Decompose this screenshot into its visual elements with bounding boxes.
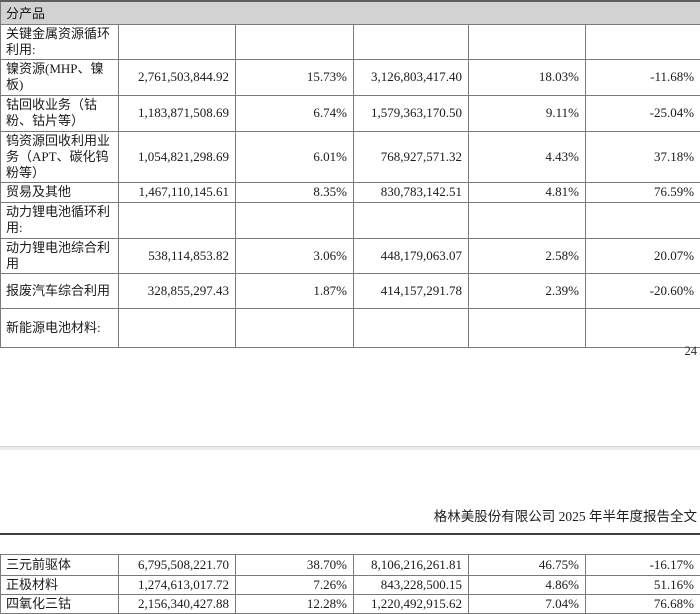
pct-prior-cell: 4.81% <box>469 182 586 202</box>
amount-prior-cell: 830,783,142.51 <box>354 182 469 202</box>
pct-current-cell: 1.87% <box>236 273 354 308</box>
row-label: 关键金属资源循环利用: <box>1 24 119 59</box>
table-row: 关键金属资源循环利用: <box>1 24 700 59</box>
report-header: 格林美股份有限公司 2025 年半年度报告全文 <box>0 506 697 528</box>
pct-current-cell: 8.35% <box>236 182 354 202</box>
pct-current-cell: 6.74% <box>236 95 354 131</box>
yoy-change-cell <box>586 24 700 59</box>
pct-current-cell: 12.28% <box>236 595 354 614</box>
amount-current-cell: 328,855,297.43 <box>119 273 236 308</box>
amount-prior-cell: 8,106,216,261.81 <box>354 555 469 576</box>
pct-current-cell <box>236 24 354 59</box>
row-label: 四氧化三钴 <box>1 595 119 614</box>
amount-current-cell: 1,467,110,145.61 <box>119 182 236 202</box>
pct-prior-cell: 9.11% <box>469 95 586 131</box>
pct-current-cell: 7.26% <box>236 576 354 595</box>
amount-current-cell: 2,156,340,427.88 <box>119 595 236 614</box>
yoy-change-cell: 76.59% <box>586 182 700 202</box>
battery-materials-table: 三元前驱体 6,795,508,221.70 38.70% 8,106,216,… <box>0 554 700 614</box>
amount-current-cell: 1,183,871,508.69 <box>119 95 236 131</box>
amount-prior-cell: 3,126,803,417.40 <box>354 59 469 95</box>
page-separator <box>0 446 700 450</box>
yoy-change-cell: -25.04% <box>586 95 700 131</box>
pct-current-cell: 6.01% <box>236 131 354 182</box>
table-row: 镍资源(MHP、镍板) 2,761,503,844.92 15.73% 3,12… <box>1 59 700 95</box>
pct-current-cell: 15.73% <box>236 59 354 95</box>
row-label: 新能源电池材料: <box>1 308 119 347</box>
row-label: 镍资源(MHP、镍板) <box>1 59 119 95</box>
table-row: 动力锂电池循环利用: <box>1 202 700 238</box>
yoy-change-cell: 20.07% <box>586 238 700 273</box>
table-row: 钨资源回收利用业务（APT、碳化钨粉等） 1,054,821,298.69 6.… <box>1 131 700 182</box>
row-label: 钨资源回收利用业务（APT、碳化钨粉等） <box>1 131 119 182</box>
pct-current-cell: 3.06% <box>236 238 354 273</box>
pct-current-cell <box>236 308 354 347</box>
pct-current-cell: 38.70% <box>236 555 354 576</box>
pct-prior-cell: 4.43% <box>469 131 586 182</box>
amount-current-cell <box>119 202 236 238</box>
row-label: 正极材料 <box>1 576 119 595</box>
pct-prior-cell: 4.86% <box>469 576 586 595</box>
table-section-header-row: 分产品 <box>1 1 700 24</box>
pct-prior-cell <box>469 24 586 59</box>
yoy-change-cell <box>586 308 700 347</box>
amount-prior-cell: 414,157,291.78 <box>354 273 469 308</box>
table-row: 三元前驱体 6,795,508,221.70 38.70% 8,106,216,… <box>1 555 700 576</box>
table-row: 钴回收业务（钴粉、钴片等） 1,183,871,508.69 6.74% 1,5… <box>1 95 700 131</box>
page-number: 24 <box>685 344 698 359</box>
pct-prior-cell: 2.58% <box>469 238 586 273</box>
amount-current-cell: 1,274,613,017.72 <box>119 576 236 595</box>
pct-prior-cell: 7.04% <box>469 595 586 614</box>
yoy-change-cell: -16.17% <box>586 555 700 576</box>
amount-current-cell <box>119 308 236 347</box>
amount-prior-cell: 448,179,063.07 <box>354 238 469 273</box>
row-label: 贸易及其他 <box>1 182 119 202</box>
pct-prior-cell: 46.75% <box>469 555 586 576</box>
table-row: 正极材料 1,274,613,017.72 7.26% 843,228,500.… <box>1 576 700 595</box>
row-label: 三元前驱体 <box>1 555 119 576</box>
pct-current-cell <box>236 202 354 238</box>
amount-current-cell: 538,114,853.82 <box>119 238 236 273</box>
yoy-change-cell: -20.60% <box>586 273 700 308</box>
product-breakdown-table: 分产品 关键金属资源循环利用: 镍资源(MHP、镍板) 2,761,503,84… <box>0 0 700 348</box>
amount-prior-cell: 1,220,492,915.62 <box>354 595 469 614</box>
yoy-change-cell: 51.16% <box>586 576 700 595</box>
table-row: 动力锂电池综合利用 538,114,853.82 3.06% 448,179,0… <box>1 238 700 273</box>
yoy-change-cell: 37.18% <box>586 131 700 182</box>
pct-prior-cell <box>469 202 586 238</box>
amount-current-cell <box>119 24 236 59</box>
amount-current-cell: 2,761,503,844.92 <box>119 59 236 95</box>
amount-prior-cell <box>354 308 469 347</box>
table-row: 四氧化三钴 2,156,340,427.88 12.28% 1,220,492,… <box>1 595 700 614</box>
amount-prior-cell: 843,228,500.15 <box>354 576 469 595</box>
row-label: 钴回收业务（钴粉、钴片等） <box>1 95 119 131</box>
yoy-change-cell <box>586 202 700 238</box>
table-section-header: 分产品 <box>1 1 700 24</box>
table-row: 新能源电池材料: <box>1 308 700 347</box>
amount-prior-cell <box>354 202 469 238</box>
amount-prior-cell: 1,579,363,170.50 <box>354 95 469 131</box>
amount-current-cell: 6,795,508,221.70 <box>119 555 236 576</box>
pct-prior-cell: 2.39% <box>469 273 586 308</box>
yoy-change-cell: 76.68% <box>586 595 700 614</box>
row-label: 动力锂电池综合利用 <box>1 238 119 273</box>
row-label: 报废汽车综合利用 <box>1 273 119 308</box>
amount-current-cell: 1,054,821,298.69 <box>119 131 236 182</box>
pct-prior-cell: 18.03% <box>469 59 586 95</box>
pct-prior-cell <box>469 308 586 347</box>
amount-prior-cell: 768,927,571.32 <box>354 131 469 182</box>
header-rule <box>0 533 700 535</box>
table-row: 贸易及其他 1,467,110,145.61 8.35% 830,783,142… <box>1 182 700 202</box>
table-row: 报废汽车综合利用 328,855,297.43 1.87% 414,157,29… <box>1 273 700 308</box>
row-label: 动力锂电池循环利用: <box>1 202 119 238</box>
yoy-change-cell: -11.68% <box>586 59 700 95</box>
amount-prior-cell <box>354 24 469 59</box>
